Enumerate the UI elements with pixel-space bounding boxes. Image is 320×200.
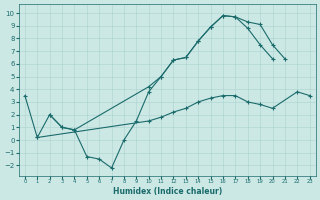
X-axis label: Humidex (Indice chaleur): Humidex (Indice chaleur) [113, 187, 222, 196]
